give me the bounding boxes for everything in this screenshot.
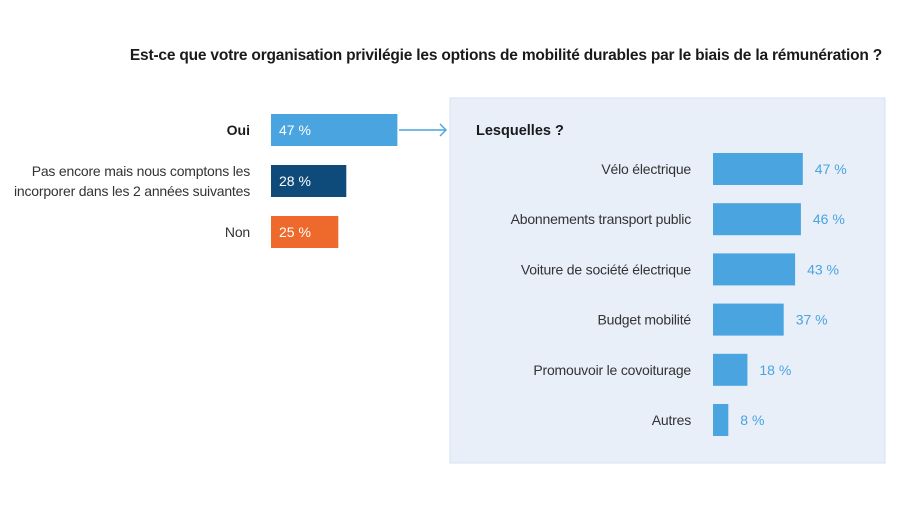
bar-0 xyxy=(271,114,398,146)
sub-bar-value-label: 43 % xyxy=(807,261,839,277)
sub-category-label: Abonnements transport public xyxy=(511,211,692,227)
sub-bar-value-label: 47 % xyxy=(815,161,847,177)
category-label: Pas encore mais nous comptons les xyxy=(32,163,250,179)
sub-chart-panel xyxy=(449,97,886,464)
main-bar-chart: 47 % Oui 28 % Pas encore mais nous comptons… xyxy=(14,114,398,248)
sub-bar-0 xyxy=(713,153,803,185)
bar-value-label: 47 % xyxy=(279,122,311,138)
sub-bar-4 xyxy=(713,353,748,386)
sub-category-label: Autres xyxy=(652,412,691,428)
sub-bar-value-label: 18 % xyxy=(759,362,791,378)
bar-1 xyxy=(271,165,347,197)
sub-bar-5 xyxy=(713,404,729,436)
category-label: incorporer dans les 2 années suivantes xyxy=(14,183,250,199)
category-label: Oui xyxy=(227,122,250,138)
sub-bar-chart: 47 % Vélo électrique 46 % Abonnements trans… xyxy=(511,153,847,436)
sub-bar-value-label: 8 % xyxy=(740,412,764,428)
connector-arrow xyxy=(399,123,447,137)
sub-chart-title: Lesquelles ? xyxy=(476,123,564,139)
sub-bar-2 xyxy=(713,253,796,286)
sub-category-label: Budget mobilité xyxy=(597,312,691,328)
sub-bar-1 xyxy=(713,203,801,236)
bar-value-label: 28 % xyxy=(279,173,311,189)
sub-bar-value-label: 46 % xyxy=(813,211,845,227)
category-label: Non xyxy=(225,224,250,240)
sub-category-label: Promouvoir le covoiturage xyxy=(533,362,691,378)
bar-2 xyxy=(271,216,339,248)
sub-bar-3 xyxy=(713,303,784,336)
bar-value-label: 25 % xyxy=(279,224,311,240)
sub-category-label: Vélo électrique xyxy=(601,161,691,177)
sub-bar-value-label: 37 % xyxy=(796,312,828,328)
sub-category-label: Voiture de société électrique xyxy=(521,261,692,277)
chart-title: Est-ce que votre organisation privilégie… xyxy=(129,47,882,64)
